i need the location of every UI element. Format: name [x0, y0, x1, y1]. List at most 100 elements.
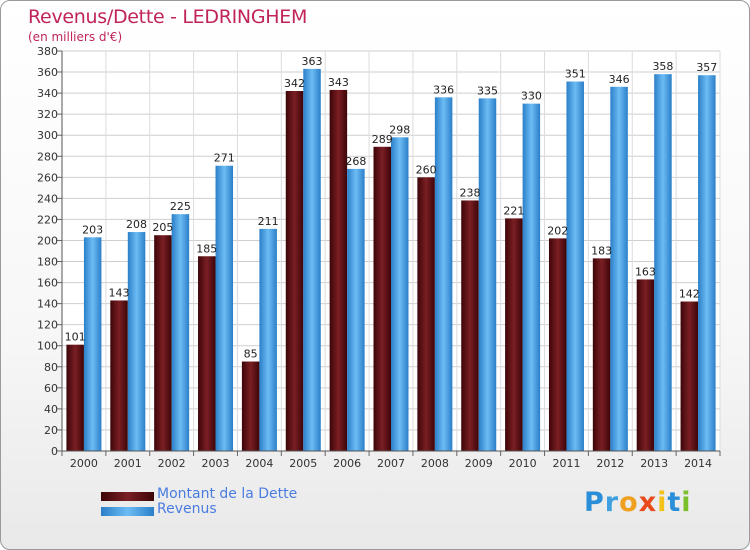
- bar-revenus: [610, 86, 628, 451]
- x-tick-label: 2009: [465, 457, 493, 470]
- y-tick-label: 40: [44, 403, 58, 416]
- data-label-dette: 163: [635, 265, 656, 278]
- bar-revenus: [127, 232, 146, 451]
- data-label-revenus: 203: [82, 223, 103, 236]
- logo-letter: o: [619, 487, 639, 518]
- bar-revenus: [391, 137, 409, 451]
- bar-revenus: [654, 74, 672, 451]
- y-tick-label: 360: [37, 66, 58, 79]
- y-tick-label: 340: [37, 87, 58, 100]
- y-tick-label: 220: [37, 213, 58, 226]
- logo-letter: i: [681, 487, 692, 518]
- bar-revenus: [698, 75, 716, 452]
- bar-dette: [505, 218, 523, 451]
- data-label-dette: 343: [328, 76, 349, 89]
- data-label-revenus: 330: [521, 90, 542, 103]
- chart-title: Revenus/Dette - LEDRINGHEM: [28, 6, 308, 28]
- logo-letter: t: [667, 487, 682, 518]
- y-tick-label: 160: [37, 277, 58, 290]
- x-tick-label: 2004: [245, 457, 273, 470]
- bar-dette: [66, 344, 84, 451]
- y-tick-label: 380: [37, 45, 58, 58]
- data-label-dette: 202: [547, 224, 568, 237]
- y-tick-label: 140: [37, 298, 58, 311]
- y-tick-label: 300: [37, 129, 58, 142]
- data-label-revenus: 298: [389, 123, 410, 136]
- data-label-dette: 101: [65, 331, 86, 344]
- bar-dette: [373, 146, 391, 451]
- bar-dette: [154, 235, 172, 451]
- x-tick-label: 2002: [158, 457, 186, 470]
- y-tick-label: 200: [37, 234, 58, 247]
- y-tick-label: 0: [51, 445, 58, 458]
- bar-revenus: [259, 228, 277, 451]
- x-tick-label: 2010: [509, 457, 537, 470]
- data-label-dette: 260: [416, 163, 437, 176]
- legend-swatch-revenus: [101, 507, 154, 516]
- bar-revenus: [566, 81, 584, 452]
- logo-letter: x: [638, 487, 658, 518]
- y-tick-label: 260: [37, 171, 58, 184]
- x-tick-label: 2012: [596, 457, 624, 470]
- data-label-revenus: 271: [214, 152, 235, 165]
- bar-dette: [636, 279, 655, 451]
- data-label-dette: 342: [284, 77, 305, 90]
- bar-revenus: [83, 237, 102, 451]
- data-label-revenus: 351: [565, 68, 586, 81]
- x-tick-label: 2007: [377, 457, 405, 470]
- legend-label-dette: Montant de la Dette: [157, 486, 298, 502]
- x-tick-label: 2011: [552, 457, 580, 470]
- data-label-revenus: 363: [302, 55, 323, 68]
- data-label-revenus: 358: [652, 60, 673, 73]
- bar-revenus: [347, 168, 365, 452]
- bar-dette: [329, 89, 348, 452]
- y-tick-label: 280: [37, 150, 58, 163]
- x-tick-label: 2013: [640, 457, 668, 470]
- data-label-revenus: 268: [345, 155, 366, 168]
- logo-letter: i: [657, 487, 668, 518]
- logo-letter: r: [604, 487, 620, 518]
- y-tick-label: 240: [37, 192, 58, 205]
- data-label-revenus: 208: [126, 218, 147, 231]
- data-label-dette: 221: [503, 204, 524, 217]
- data-label-dette: 238: [459, 186, 480, 199]
- legend-swatch-dette: [101, 492, 154, 501]
- data-label-dette: 205: [152, 221, 173, 234]
- data-label-dette: 143: [109, 286, 130, 299]
- bar-revenus: [478, 98, 497, 452]
- data-label-revenus: 346: [609, 73, 630, 86]
- bar-dette: [461, 200, 479, 451]
- y-tick-label: 180: [37, 256, 58, 269]
- bar-dette: [417, 177, 435, 451]
- x-tick-label: 2000: [70, 457, 98, 470]
- data-label-dette: 142: [679, 288, 700, 301]
- chart-unit-label: (en milliers d'€): [28, 30, 123, 44]
- x-tick-label: 2014: [684, 457, 712, 470]
- x-tick-label: 2003: [202, 457, 230, 470]
- y-tick-label: 320: [37, 108, 58, 121]
- bar-revenus: [522, 103, 541, 451]
- bar-revenus: [215, 165, 234, 451]
- bar-revenus: [303, 68, 321, 451]
- y-tick-label: 120: [37, 319, 58, 332]
- data-label-revenus: 335: [477, 84, 498, 97]
- bar-revenus: [171, 214, 190, 451]
- data-label-revenus: 211: [258, 215, 279, 228]
- x-tick-label: 2001: [114, 457, 142, 470]
- bar-dette: [198, 256, 216, 451]
- logo-letter: P: [584, 487, 605, 518]
- bar-dette: [110, 300, 128, 451]
- data-label-revenus: 357: [696, 61, 717, 74]
- bar-dette: [285, 91, 304, 451]
- bar-dette: [680, 301, 699, 451]
- proxiti-logo: Proxiti: [584, 487, 692, 518]
- x-tick-label: 2008: [421, 457, 449, 470]
- bar-dette: [548, 238, 567, 451]
- data-label-dette: 289: [372, 133, 393, 146]
- bar-revenus: [434, 97, 453, 451]
- y-tick-label: 20: [44, 424, 58, 437]
- x-tick-label: 2006: [333, 457, 361, 470]
- data-label-dette: 185: [196, 242, 217, 255]
